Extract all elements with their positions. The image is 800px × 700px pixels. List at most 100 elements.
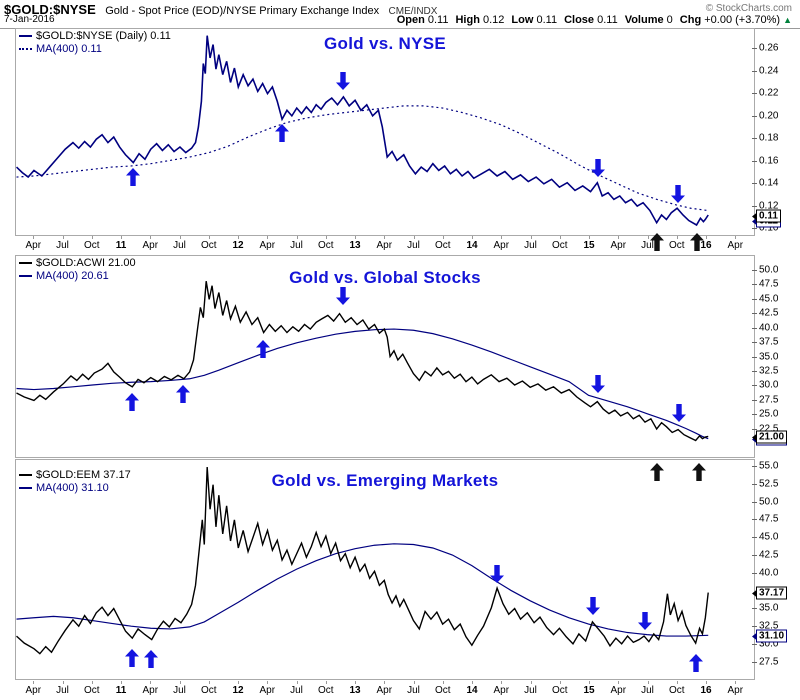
y-tick-label: 47.5 <box>759 278 779 290</box>
quote-label: Open <box>396 14 425 26</box>
down-arrow-marker <box>490 565 504 583</box>
y-tick-label: 42.5 <box>759 307 779 319</box>
y-tick-label: 55.0 <box>759 460 779 472</box>
panel-gold-acwi: Gold vs. Global Stocks $GOLD:ACWI 21.00 … <box>0 255 800 458</box>
up-arrow-marker <box>275 124 289 142</box>
quote-value: +0.00 (+3.70%) <box>701 14 781 26</box>
x-tick-label: Jul <box>524 240 537 251</box>
x-axis-bottom: Apr Jul Oct 11 Apr Jul Oct 12 Apr Jul Oct 13 Apr Jul O… <box>0 681 800 700</box>
x-tick <box>91 681 93 684</box>
up-arrow-marker <box>650 463 664 481</box>
y-tick-label: 50.0 <box>759 264 779 276</box>
y-tick <box>752 519 757 520</box>
y-tick <box>752 555 757 556</box>
x-tick-label: Apr <box>25 685 42 696</box>
quote-value: 0.11 <box>594 14 618 26</box>
y-tick <box>752 138 757 139</box>
y-tick <box>752 313 757 314</box>
x-tick <box>325 236 327 239</box>
y-tick <box>752 573 757 574</box>
down-arrow-marker <box>591 375 605 393</box>
panel-gold-eem: Gold vs. Emerging Markets $GOLD:EEM 37.1… <box>0 459 800 680</box>
legend-ma-row: MA(400) 0.11 <box>19 43 171 56</box>
y-tick-label: 37.5 <box>759 336 779 348</box>
price-line-swatch <box>19 35 32 38</box>
price-line-swatch <box>19 262 32 265</box>
y-tick-label: 30.0 <box>759 638 779 650</box>
quote-label: Low <box>511 14 534 26</box>
line-chart-gold-eem <box>16 466 709 655</box>
y-tick <box>752 385 757 386</box>
quote-label: High <box>455 14 480 26</box>
y-tick <box>752 626 757 627</box>
x-tick-label: Oct <box>435 240 451 251</box>
x-tick-label: 16 <box>700 685 712 696</box>
y-tick-label: 27.5 <box>759 656 779 668</box>
y-tick <box>752 299 757 300</box>
x-tick <box>589 236 590 239</box>
series--gold-eem <box>16 466 709 655</box>
down-arrow-marker <box>672 404 686 422</box>
y-tick-label: 35.0 <box>759 602 779 614</box>
x-tick-label: Jul <box>290 240 303 251</box>
x-tick-label: Jul <box>407 685 420 696</box>
y-tick <box>752 328 757 329</box>
x-tick <box>472 236 473 239</box>
x-tick-label: Apr <box>610 240 627 251</box>
y-tick-label: 52.5 <box>759 478 779 490</box>
x-tick-label: Apr <box>493 240 510 251</box>
x-tick-label: Apr <box>376 240 393 251</box>
y-tick-label: 0.22 <box>759 87 779 99</box>
y-tick <box>752 414 757 415</box>
ma-line-swatch <box>19 48 32 51</box>
x-tick <box>647 236 649 239</box>
y-tick-label: 0.24 <box>759 65 779 77</box>
ma-line-swatch <box>19 275 32 278</box>
y-tick <box>752 644 757 645</box>
x-tick-label: Jul <box>641 240 654 251</box>
x-tick <box>179 681 181 684</box>
x-tick-label: Apr <box>727 685 744 696</box>
x-tick <box>618 236 620 239</box>
x-tick-label: Jul <box>524 685 537 696</box>
ticker-description: Gold - Spot Price (EOD)/NYSE Primary Exc… <box>105 5 380 17</box>
ohlc-quote-bar: Open 0.11 High 0.12 Low 0.11 Close 0.11 Volu… <box>390 14 792 26</box>
x-tick <box>413 681 415 684</box>
y-tick <box>752 662 757 663</box>
x-tick-label: Oct <box>435 685 451 696</box>
x-tick <box>442 681 444 684</box>
x-tick <box>530 681 532 684</box>
x-tick <box>325 681 327 684</box>
x-tick-label: 15 <box>583 240 595 251</box>
x-tick-label: Apr <box>259 240 276 251</box>
y-tick-label: 25.0 <box>759 408 779 420</box>
down-arrow-marker <box>586 597 600 615</box>
y-tick <box>752 161 757 162</box>
x-tick <box>501 236 503 239</box>
x-tick <box>62 681 64 684</box>
x-tick <box>121 236 122 239</box>
y-tick <box>752 206 757 207</box>
x-tick <box>706 236 707 239</box>
x-tick <box>559 681 561 684</box>
x-tick <box>618 681 620 684</box>
x-tick <box>296 681 298 684</box>
up-arrow-marker <box>256 340 270 358</box>
legend-price-label: $GOLD:$NYSE (Daily) 0.11 <box>36 30 171 42</box>
x-tick-label: Apr <box>610 685 627 696</box>
last-price-label: 31.10 <box>751 629 788 643</box>
y-tick-label: 0.20 <box>759 110 779 122</box>
exchange-label: CME/INDX <box>388 6 438 17</box>
x-tick-label: Oct <box>201 685 217 696</box>
y-tick <box>752 71 757 72</box>
y-tick-label: 32.5 <box>759 365 779 377</box>
x-tick <box>33 236 35 239</box>
x-tick <box>559 236 561 239</box>
quote-label: Volume <box>624 14 664 26</box>
x-tick <box>208 681 210 684</box>
up-arrow-marker <box>689 654 703 672</box>
x-tick-label: Oct <box>318 685 334 696</box>
quote-value: 0.12 <box>479 14 505 26</box>
x-tick <box>676 681 678 684</box>
x-tick <box>91 236 93 239</box>
